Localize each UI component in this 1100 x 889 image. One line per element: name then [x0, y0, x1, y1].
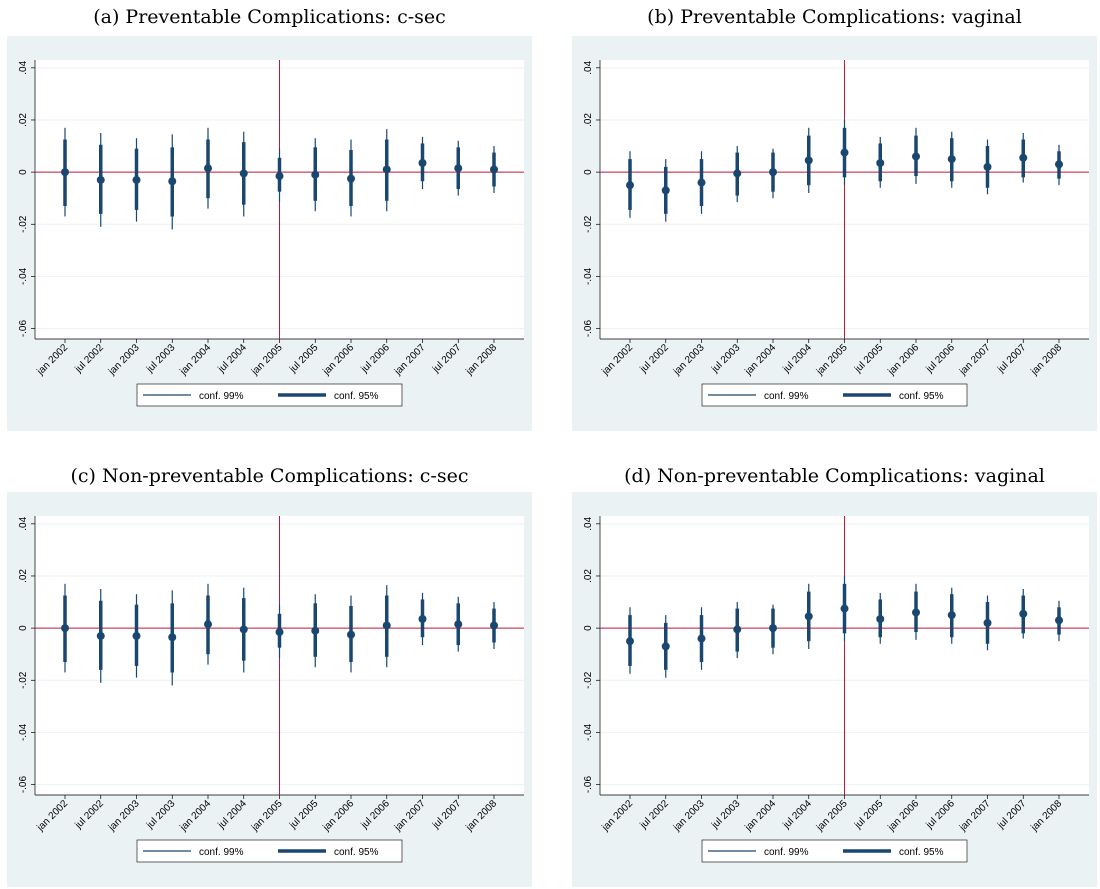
point [454, 164, 463, 173]
legend-label: conf. 99% [764, 847, 809, 858]
point [382, 165, 391, 174]
point [61, 624, 69, 633]
point [769, 624, 777, 633]
y-tick-label: .04 [583, 60, 594, 74]
y-tick-label: 0 [18, 169, 29, 175]
y-tick-label: .04 [583, 516, 594, 530]
point [418, 614, 427, 623]
point [239, 169, 248, 178]
point [1055, 160, 1063, 169]
point [132, 175, 141, 184]
point [912, 152, 920, 161]
point [132, 631, 141, 640]
point [1055, 616, 1063, 625]
legend-label: conf. 99% [764, 391, 809, 402]
point [876, 614, 885, 623]
y-tick-label: -.06 [18, 320, 29, 338]
point [168, 177, 177, 186]
point [661, 186, 670, 195]
legend-label: conf. 95% [334, 847, 379, 858]
point [626, 181, 634, 190]
point [947, 611, 956, 620]
legend [701, 383, 968, 407]
point [204, 164, 212, 173]
legend-label: conf. 99% [199, 391, 244, 402]
point [311, 626, 320, 635]
point [204, 620, 212, 629]
y-tick-label: -.06 [583, 320, 594, 338]
point [490, 165, 498, 174]
y-tick-label: -.02 [18, 215, 29, 233]
y-tick-label: .02 [583, 113, 594, 127]
y-tick-label: -.04 [18, 267, 29, 285]
point [804, 156, 813, 165]
y-tick-label: -.04 [18, 723, 29, 741]
legend [136, 383, 403, 407]
legend [136, 839, 403, 863]
point [61, 168, 69, 177]
point [983, 618, 992, 627]
legend [701, 839, 968, 863]
point [697, 634, 706, 643]
point [96, 631, 105, 640]
point [697, 178, 706, 187]
point [239, 625, 248, 634]
point [840, 148, 849, 157]
point [311, 170, 320, 179]
y-tick-label: .02 [583, 569, 594, 583]
legend-label: conf. 95% [899, 847, 944, 858]
chart-title: (a) Preventable Complications: c-sec [93, 6, 446, 28]
y-tick-label: 0 [18, 625, 29, 631]
point [418, 158, 427, 167]
point [769, 168, 777, 177]
point [275, 172, 284, 181]
point [876, 158, 885, 167]
point [490, 621, 498, 630]
y-tick-label: .04 [18, 516, 29, 530]
y-tick-label: .04 [18, 60, 29, 74]
chart-title: (d) Non-preventable Complications: vagin… [624, 465, 1045, 487]
chart-title: (c) Non-preventable Complications: c-sec [70, 465, 469, 487]
point [275, 628, 284, 637]
point [912, 608, 920, 617]
point [804, 612, 813, 621]
point [840, 604, 849, 613]
point [347, 630, 355, 639]
y-tick-label: -.02 [583, 215, 594, 233]
point [347, 174, 355, 183]
y-tick-label: -.02 [583, 671, 594, 689]
legend-label: conf. 95% [334, 391, 379, 402]
y-tick-label: -.02 [18, 671, 29, 689]
point [382, 621, 391, 630]
y-tick-label: -.06 [583, 776, 594, 794]
legend-label: conf. 99% [199, 847, 244, 858]
point [947, 155, 956, 164]
chart-title: (b) Preventable Complications: vaginal [647, 6, 1022, 28]
point [626, 637, 634, 646]
y-tick-label: -.04 [583, 267, 594, 285]
y-tick-label: 0 [583, 169, 594, 175]
y-tick-label: -.06 [18, 776, 29, 794]
y-tick-label: -.04 [583, 723, 594, 741]
point [661, 642, 670, 651]
point [168, 633, 177, 642]
point [983, 162, 992, 171]
y-tick-label: 0 [583, 625, 594, 631]
y-tick-label: .02 [18, 569, 29, 583]
legend-label: conf. 95% [899, 391, 944, 402]
point [454, 620, 463, 629]
y-tick-label: .02 [18, 113, 29, 127]
point [1019, 609, 1028, 618]
point [733, 169, 742, 178]
point [733, 625, 742, 634]
point [1019, 153, 1028, 162]
point [96, 175, 105, 184]
